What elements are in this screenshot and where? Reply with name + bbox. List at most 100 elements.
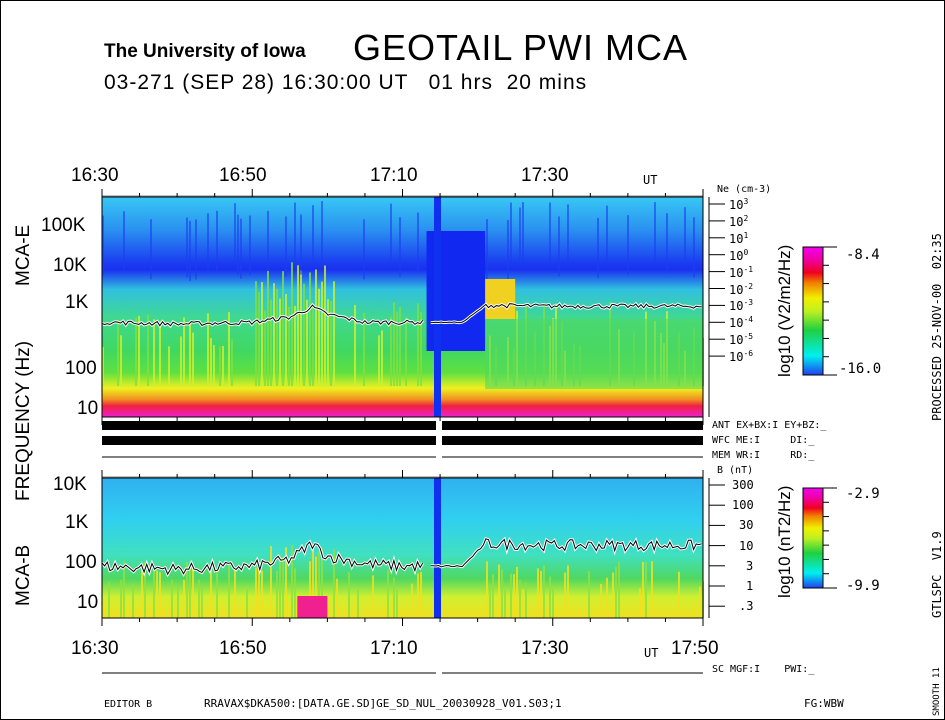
b-streak — [486, 561, 488, 618]
ne-line — [430, 303, 702, 324]
colorbar-b-max: -2.9 — [846, 486, 880, 502]
freq-tick: 10K — [53, 255, 87, 276]
e-streak — [135, 317, 137, 386]
b-streak — [153, 570, 155, 618]
b-streak — [201, 585, 203, 618]
b-streak — [108, 582, 110, 618]
b-streak — [519, 579, 521, 618]
b-streak — [615, 566, 617, 618]
e-streak — [390, 316, 392, 386]
e-streak — [123, 211, 125, 272]
b-streak — [120, 579, 122, 618]
e-emission — [485, 319, 703, 389]
b-streak — [255, 567, 257, 618]
right-axis-tick-label: 10-3 — [729, 298, 754, 314]
e-streak — [393, 302, 395, 386]
b-streak — [156, 570, 158, 618]
e-streak — [267, 210, 269, 271]
e-streak — [153, 319, 155, 386]
footer-file: RRAVAX$DKA500:[DATA.GE.SD]GE_SD_NUL_2003… — [204, 697, 562, 710]
b-streak — [606, 577, 608, 618]
bottom-tick: 16:50 — [219, 638, 267, 659]
e-streak — [270, 299, 272, 386]
b-streak — [498, 564, 500, 618]
data-gap-e — [434, 197, 441, 417]
e-streak — [273, 283, 275, 386]
bottom-tick: 17:30 — [521, 638, 569, 659]
b-streak — [564, 572, 566, 618]
freq-tick: 10 — [77, 592, 99, 613]
right-axis-tick-label: 1 — [746, 579, 754, 593]
b-streak — [618, 561, 620, 618]
e-streak — [120, 335, 122, 386]
processed-stamp: PROCESSED 25-NOV-00 02:35 — [930, 233, 944, 421]
e-streak — [297, 265, 299, 386]
right-axis-tick-label: 10-4 — [729, 315, 754, 331]
b-streak — [291, 544, 293, 618]
freq-tick: 100 — [65, 552, 97, 573]
e-streak — [522, 202, 524, 263]
b-streak — [321, 548, 323, 618]
b-streak — [258, 561, 260, 618]
b-streak — [276, 570, 278, 618]
b-streak — [417, 573, 419, 618]
b-streak — [501, 569, 503, 618]
b-streak — [651, 561, 653, 618]
b-streak — [192, 569, 194, 618]
b-streak — [189, 568, 191, 618]
e-streak — [417, 303, 419, 386]
e-streak — [327, 299, 329, 386]
status-sc: SC MGF:I PWI:_ — [712, 664, 815, 675]
b-streak — [420, 572, 422, 618]
b-streak — [312, 544, 314, 618]
e-streak — [627, 215, 629, 276]
right-axis-tick-label: 300 — [732, 478, 754, 492]
right-axis-tick-label: 102 — [729, 213, 749, 229]
b-streak — [186, 561, 188, 618]
colorbar-b-label: log10 (nT2/Hz) — [775, 485, 794, 598]
e-streak — [300, 270, 302, 386]
b-streak — [411, 583, 413, 618]
e-streak — [312, 205, 314, 266]
status-ant: ANT EX+BX:I EY+BZ:_ — [712, 420, 827, 431]
e-streak — [309, 272, 311, 386]
b-streak — [123, 561, 125, 618]
b-streak — [516, 566, 518, 618]
e-streak — [378, 335, 380, 386]
colorbar-b — [802, 487, 824, 589]
e-streak — [285, 293, 287, 386]
bottom-tick: 17:50 — [671, 638, 719, 659]
b-streak — [639, 588, 641, 618]
b-streak — [210, 566, 212, 618]
e-streak — [189, 220, 191, 281]
e-streak — [549, 202, 551, 263]
status-bar — [442, 436, 703, 445]
e-streak — [324, 265, 326, 386]
e-streak — [222, 346, 224, 386]
b-streak — [171, 579, 173, 618]
e-streak — [180, 336, 182, 386]
right-axis-tick-label: 3 — [746, 558, 754, 573]
e-streak — [354, 304, 356, 386]
e-streak — [390, 203, 392, 264]
e-streak — [102, 215, 104, 276]
right-axis-tick-label: 103 — [729, 197, 749, 212]
top-tick: 16:50 — [219, 165, 267, 186]
b-streak — [234, 569, 236, 618]
freq-tick: 100 — [65, 358, 97, 379]
footer-fg: FG:WBW — [804, 697, 844, 710]
e-streak — [228, 312, 230, 386]
b-streak — [525, 582, 527, 618]
mca-b-label: MCA-B — [13, 544, 34, 606]
b-streak — [612, 572, 614, 618]
e-streak — [237, 214, 239, 275]
e-streak — [306, 299, 308, 386]
bottom-tick: 16:30 — [71, 638, 119, 659]
right-axis-tick-label: 10 — [739, 538, 754, 553]
e-streak — [300, 214, 302, 275]
e-streak — [150, 219, 152, 280]
freq-tick: 10K — [53, 474, 87, 495]
e-streak — [159, 321, 161, 386]
colorbar-e-label: log10 (V2/m2/Hz) — [775, 244, 794, 377]
